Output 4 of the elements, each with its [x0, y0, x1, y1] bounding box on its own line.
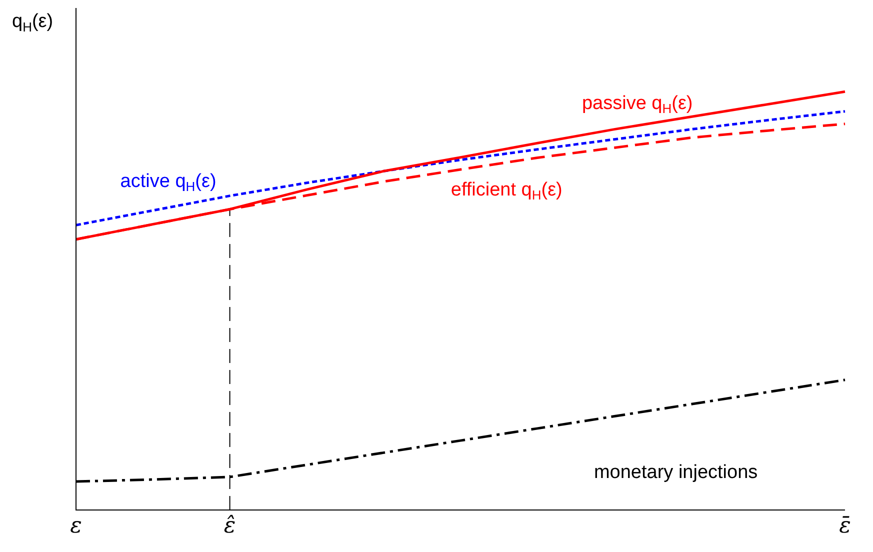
- x-tick-label: ε̂: [224, 514, 236, 539]
- x-tick-label: ε̄: [839, 514, 851, 539]
- x-tick-label: ε: [70, 514, 82, 539]
- text: monetary injections: [594, 462, 758, 483]
